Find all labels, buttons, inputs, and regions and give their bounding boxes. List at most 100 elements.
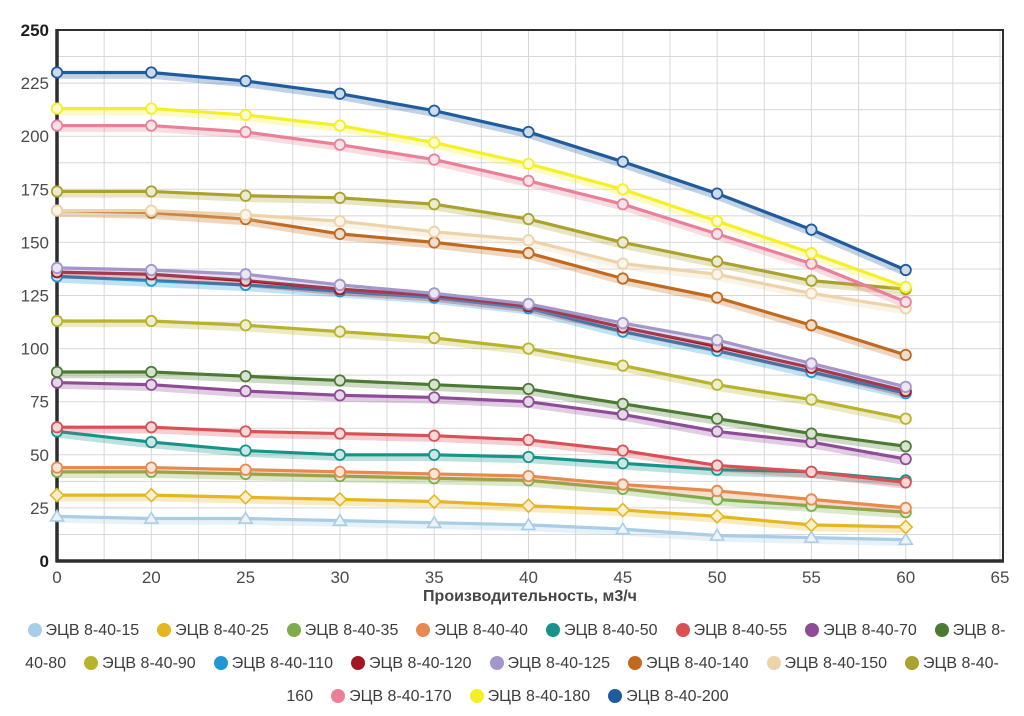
legend-item-ЭЦВ-8-40-90[interactable]: ЭЦВ 8-40-90 [84,655,196,672]
data-point-marker [331,513,348,526]
legend-item-ЭЦВ-8-40-50[interactable]: ЭЦВ 8-40-50 [545,622,658,639]
data-point-marker [428,378,441,391]
data-point-marker [522,125,535,139]
legend-label: ЭЦВ 8-40-140 [646,655,749,672]
y-tick-label: 0 [40,552,49,571]
x-tick-label: 30 [330,568,349,587]
data-point-marker [710,268,724,281]
legend-item-ЭЦВ-8-40-80[interactable]: ЭЦВ 8-40-80 [25,622,1005,672]
data-point-marker [615,502,631,518]
legend-item-ЭЦВ-8-40-170[interactable]: ЭЦВ 8-40-170 [331,688,452,705]
series-ЭЦВ-8-40-180 [50,102,912,294]
legend-item-ЭЦВ-8-40-140[interactable]: ЭЦВ 8-40-140 [628,655,749,672]
legend-item-ЭЦВ-8-40-160[interactable]: ЭЦВ 8-40-160 [286,655,998,705]
data-point-marker [428,104,441,117]
x-tick-label: 60 [896,568,915,587]
data-point-marker [616,236,629,249]
data-point-marker [50,102,64,115]
data-point-marker [616,444,629,457]
series-line-shadow [54,192,909,296]
legend-item-ЭЦВ-8-40-15[interactable]: ЭЦВ 8-40-15 [27,622,139,639]
legend-label: ЭЦВ 8-40-80 [25,622,1006,672]
series-line [55,370,908,448]
data-point-marker [332,491,348,508]
series-line [55,493,908,529]
legend-swatch-icon [805,623,820,637]
legend-item-ЭЦВ-8-40-180[interactable]: ЭЦВ 8-40-180 [469,688,591,705]
data-point-marker [50,461,64,474]
legend-swatch-icon [905,656,920,670]
legend-item-ЭЦВ-8-40-70[interactable]: ЭЦВ 8-40-70 [805,622,917,639]
data-point-marker [333,191,346,204]
data-point-marker [805,287,818,300]
series-line-shadow [54,468,909,515]
legend-item-ЭЦВ-8-40-40[interactable]: ЭЦВ 8-40-40 [416,622,528,639]
legend-item-ЭЦВ-8-40-35[interactable]: ЭЦВ 8-40-35 [286,622,398,639]
data-point-marker [616,183,629,196]
data-point-marker [145,119,158,132]
data-point-marker [333,215,346,228]
data-point-marker [899,440,912,453]
data-point-marker [237,511,254,524]
data-point-marker [709,508,725,525]
series-ЭЦВ-8-40-80 [50,365,912,453]
data-point-marker [239,319,252,332]
plot-frame [55,29,1004,563]
data-point-marker [710,255,724,268]
data-point-marker [616,317,629,330]
legend-item-ЭЦВ-8-40-200[interactable]: ЭЦВ 8-40-200 [608,688,729,705]
data-point-marker [428,331,441,345]
data-point-marker [50,119,64,132]
data-point-marker [522,342,535,355]
legend-item-ЭЦВ-8-40-150[interactable]: ЭЦВ 8-40-150 [766,655,887,672]
data-point-marker [710,334,724,347]
data-point-marker [49,487,65,503]
data-point-marker [520,498,537,514]
series-ЭЦВ-8-40-140 [50,204,912,362]
y-tick-label: 175 [21,180,49,199]
data-point-marker [522,297,535,311]
x-tick-label: 50 [708,568,727,587]
data-point-marker [805,223,818,236]
legend-item-ЭЦВ-8-40-125[interactable]: ЭЦВ 8-40-125 [489,655,610,672]
legend-swatch-icon [545,623,560,637]
data-point-marker [522,174,535,187]
data-point-marker [805,493,818,506]
data-point-marker [50,261,64,274]
legend-swatch-icon [331,689,346,703]
series-line-shadow [54,268,909,394]
data-point-marker [899,476,912,489]
data-point-marker [899,263,912,277]
data-point-marker [333,389,346,402]
legend-item-ЭЦВ-8-40-120[interactable]: ЭЦВ 8-40-120 [351,655,472,672]
data-point-marker [899,452,912,466]
legend-label: ЭЦВ 8-40-55 [693,622,788,639]
legend-label: ЭЦВ 8-40-120 [369,655,472,672]
data-point-marker [237,489,254,505]
series-line [55,425,908,485]
legend-item-ЭЦВ-8-40-55[interactable]: ЭЦВ 8-40-55 [675,622,788,639]
data-point-marker [333,138,346,151]
data-point-marker [616,198,629,211]
data-point-marker [616,478,629,491]
legend-swatch-icon [489,656,504,670]
legend-item-ЭЦВ-8-40-110[interactable]: ЭЦВ 8-40-110 [213,655,333,672]
legend-label: ЭЦВ 8-40-180 [487,688,591,705]
data-point-marker [239,74,252,88]
data-point-marker [805,274,818,287]
legend-item-ЭЦВ-8-40-25[interactable]: ЭЦВ 8-40-25 [157,622,269,639]
data-point-marker [805,246,818,260]
series-line [55,429,908,482]
legend-swatch-icon [286,623,301,637]
legend-label: ЭЦВ 8-40-70 [823,622,917,639]
y-tick-label: 75 [30,393,49,412]
legend-swatch-icon [675,623,690,637]
series-ЭЦВ-8-40-35 [50,465,912,519]
data-point-marker [145,66,158,79]
data-point-marker [710,425,724,438]
data-point-marker [333,427,346,440]
data-point-marker [805,427,818,440]
series-line [55,380,908,461]
data-point-marker [50,66,64,79]
data-point-marker [805,393,818,406]
